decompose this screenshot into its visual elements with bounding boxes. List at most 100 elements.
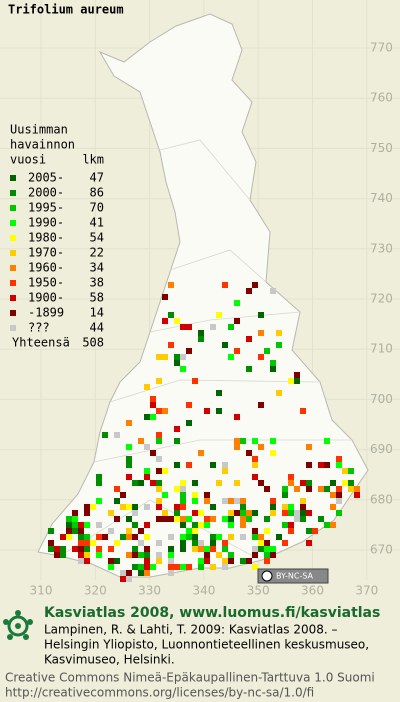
observation-dot — [198, 558, 204, 564]
observation-dot — [138, 570, 144, 576]
observation-dot — [156, 354, 162, 360]
observation-dot — [168, 516, 174, 522]
observation-dot — [60, 534, 66, 540]
observation-dot — [180, 492, 186, 498]
y-label: 710 — [370, 342, 393, 356]
observation-dot — [96, 498, 102, 504]
observation-dot — [102, 432, 108, 438]
observation-dot — [126, 528, 132, 534]
y-label: 770 — [370, 41, 393, 55]
observation-dot — [162, 492, 168, 498]
y-label: 670 — [370, 543, 393, 557]
observation-dot — [258, 330, 264, 336]
observation-dot — [300, 504, 306, 510]
observation-dot — [96, 534, 102, 540]
observation-dot — [96, 480, 102, 486]
observation-dot — [156, 540, 162, 546]
observation-dot — [198, 564, 204, 570]
observation-dot — [84, 558, 90, 564]
observation-dot — [240, 558, 246, 564]
observation-dot — [144, 558, 150, 564]
observation-dot — [66, 522, 72, 528]
observation-dot — [72, 546, 78, 552]
observation-dot — [288, 522, 294, 528]
observation-dot — [192, 492, 198, 498]
x-label: 310 — [30, 584, 53, 598]
legend-label: ??? — [28, 321, 50, 335]
observation-dot — [96, 522, 102, 528]
observation-dot — [198, 540, 204, 546]
observation-dot — [84, 546, 90, 552]
legend-label: 1950- — [28, 276, 64, 290]
observation-dot — [264, 516, 270, 522]
observation-dot — [294, 378, 300, 384]
x-label: 340 — [192, 584, 215, 598]
observation-dot — [114, 516, 120, 522]
observation-dot — [108, 546, 114, 552]
observation-dot — [234, 300, 240, 306]
observation-dot — [162, 468, 168, 474]
observation-dot — [288, 378, 294, 384]
total-label: Yhteensä — [12, 336, 70, 350]
legend-label: 1995- — [28, 201, 64, 215]
observation-dot — [258, 312, 264, 318]
observation-dot — [180, 480, 186, 486]
observation-dot — [204, 552, 210, 558]
observation-dot — [156, 504, 162, 510]
observation-dot — [330, 480, 336, 486]
observation-dot — [282, 486, 288, 492]
observation-dot — [228, 510, 234, 516]
observation-dot — [354, 486, 360, 492]
observation-dot — [186, 462, 192, 468]
observation-dot — [156, 408, 162, 414]
observation-dot — [306, 462, 312, 468]
observation-dot — [114, 486, 120, 492]
observation-dot — [258, 546, 264, 552]
legend-heading: Uusimman — [10, 123, 68, 137]
x-label: 370 — [355, 584, 378, 598]
observation-dot — [192, 522, 198, 528]
legend-count: 14 — [90, 306, 104, 320]
observation-dot — [114, 558, 120, 564]
observation-dot — [192, 540, 198, 546]
observation-dot — [168, 564, 174, 570]
citation-line: Helsingin Yliopisto, Luonnontieteellinen… — [44, 638, 369, 652]
observation-dot — [156, 468, 162, 474]
observation-dot — [90, 540, 96, 546]
observation-dot — [48, 546, 54, 552]
observation-dot — [264, 552, 270, 558]
observation-dot — [180, 354, 186, 360]
observation-dot — [132, 522, 138, 528]
observation-dot — [246, 450, 252, 456]
observation-dot — [216, 480, 222, 486]
observation-dot — [162, 354, 168, 360]
legend-count: 47 — [90, 171, 104, 185]
observation-dot — [144, 468, 150, 474]
observation-dot — [294, 486, 300, 492]
citation-line: Kasvimuseo, Helsinki. — [44, 653, 175, 667]
observation-dot — [240, 522, 246, 528]
observation-dot — [162, 318, 168, 324]
observation-dot — [258, 354, 264, 360]
observation-dot — [138, 540, 144, 546]
legend: Uusimman havainnon vuosi lkm 2005- 47 2000… — [10, 123, 104, 350]
cc-icon — [261, 570, 273, 582]
observation-dot — [168, 342, 174, 348]
observation-dot — [282, 492, 288, 498]
observation-dot — [288, 504, 294, 510]
observation-dot — [186, 324, 192, 330]
observation-dot — [240, 534, 246, 540]
observation-dot — [150, 396, 156, 402]
observation-dot — [234, 414, 240, 420]
observation-dot — [156, 498, 162, 504]
observation-dot — [168, 312, 174, 318]
observation-dot — [78, 534, 84, 540]
observation-dot — [210, 564, 216, 570]
observation-dot — [186, 528, 192, 534]
observation-dot — [120, 504, 126, 510]
observation-dot — [156, 432, 162, 438]
observation-dot — [252, 510, 258, 516]
legend-swatch — [10, 220, 16, 226]
observation-dots — [48, 282, 360, 582]
